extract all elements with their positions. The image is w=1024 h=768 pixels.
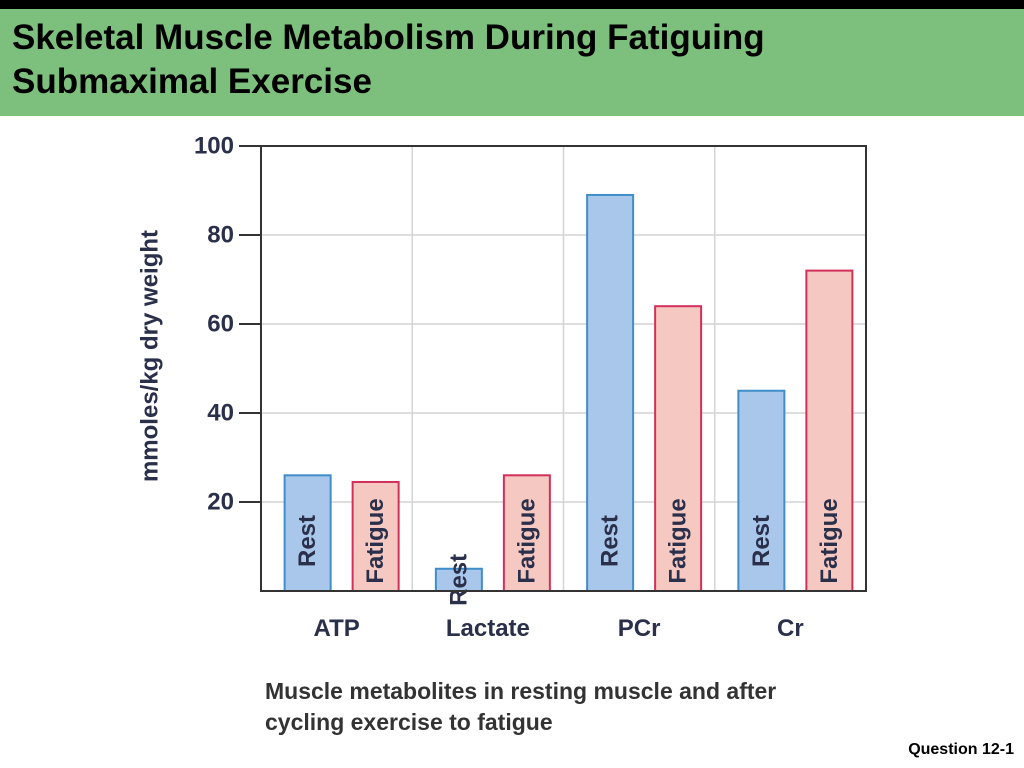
y-axis-title: mmoles/kg dry weight (137, 230, 164, 482)
top-black-bar (0, 0, 1024, 9)
y-tick-label-100: 100 (194, 133, 234, 160)
title-band (0, 9, 1024, 116)
bar-rest-atp (283, 474, 332, 592)
bar-chart: Rest Fatigue ATP Rest Fatigue Lactate Rest Fati… (137, 133, 867, 642)
bar-label-fatigue-lactate: Fatigue (513, 498, 540, 583)
x-tick-label-cr: Cr (777, 615, 804, 642)
figure-caption: Muscle metabolites in resting muscle and… (265, 676, 776, 738)
y-tick-label-60: 60 (207, 311, 234, 338)
bar-label-rest-cr: Rest (748, 515, 775, 567)
bar-label-rest-pcr: Rest (597, 515, 624, 567)
bar-label-fatigue-atp: Fatigue (362, 498, 389, 583)
bar-fatigue-cr (805, 269, 854, 592)
bar-fatigue-pcr (654, 305, 703, 592)
bar-fatigue-atp (351, 480, 400, 593)
slide-title-line-2: Submaximal Exercise (12, 62, 372, 101)
caption-line-2: cycling exercise to fatigue (265, 709, 553, 735)
bar-label-fatigue-cr: Fatigue (816, 498, 843, 583)
bar-label-fatigue-pcr: Fatigue (665, 498, 692, 583)
bar-fatigue-lactate (502, 474, 551, 592)
question-label: Question 12-1 (908, 741, 1014, 758)
bar-label-rest-atp: Rest (294, 515, 321, 567)
bar-label-rest-lactate: Rest (445, 554, 472, 606)
y-tick-label-20: 20 (207, 489, 234, 516)
x-tick-label-lactate: Lactate (446, 615, 530, 642)
x-tick-label-pcr: PCr (618, 615, 661, 642)
y-tick-label-40: 40 (207, 400, 234, 427)
slide-title: Skeletal Muscle Metabolism During Fatigu… (12, 16, 765, 104)
plot-frame (260, 145, 867, 592)
x-tick-label-atp: ATP (314, 615, 360, 642)
caption-line-1: Muscle metabolites in resting muscle and… (265, 678, 777, 704)
y-tick-label-80: 80 (207, 222, 234, 249)
slide-title-line-1: Skeletal Muscle Metabolism During Fatigu… (12, 18, 765, 57)
